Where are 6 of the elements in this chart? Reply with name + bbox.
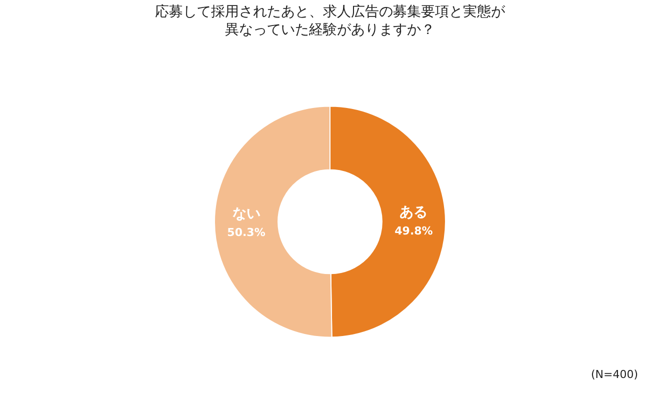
slice-label: ある — [400, 204, 428, 220]
slice-label: ない — [232, 206, 260, 222]
chart-title: 応募して採用されたあと、求人広告の募集要項と実態が異なっていた経験がありますか？ — [155, 4, 506, 38]
data-label: 50.3% — [227, 226, 266, 239]
text: (N=400) — [591, 368, 638, 381]
data-label: 49.8% — [394, 224, 433, 238]
